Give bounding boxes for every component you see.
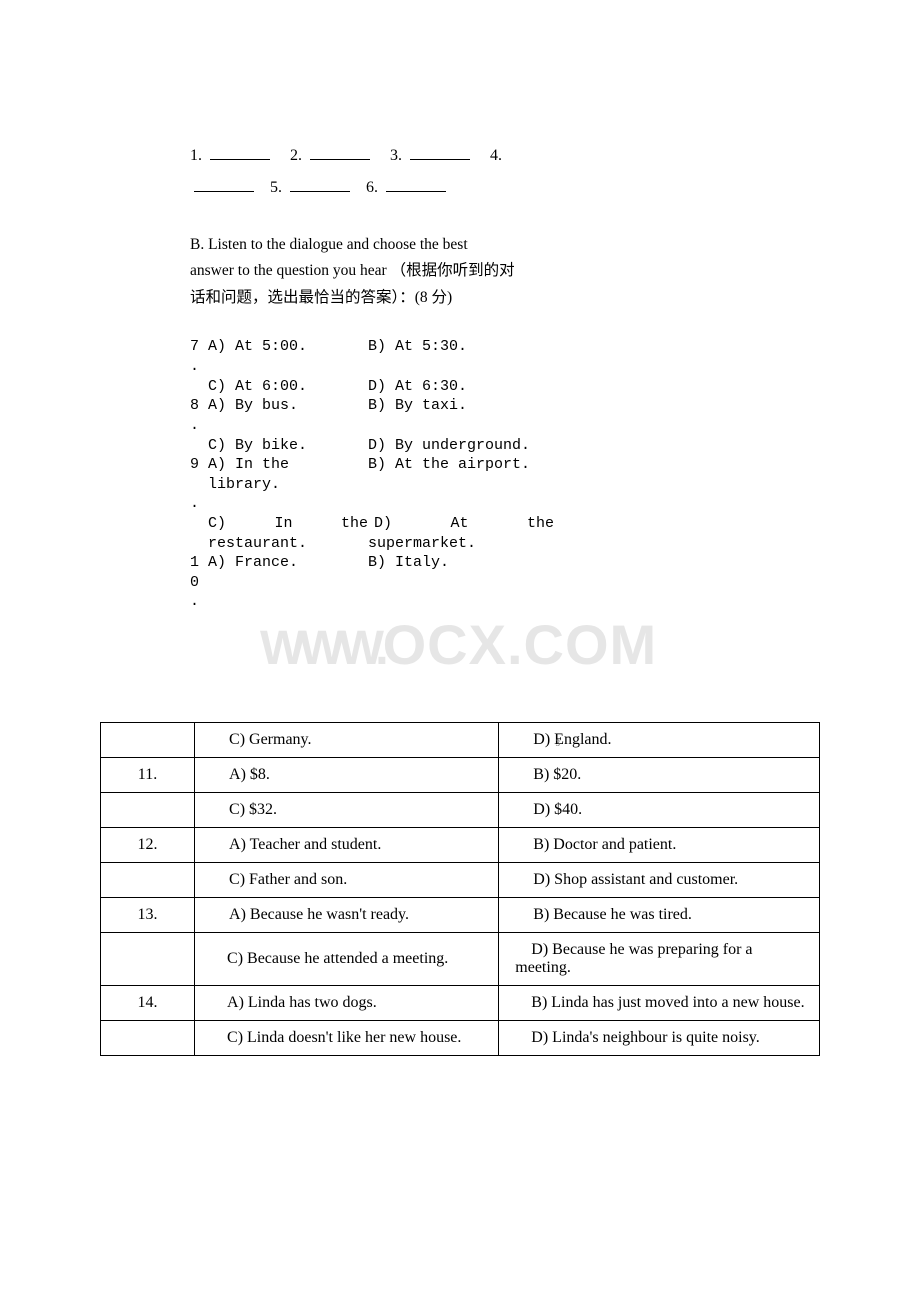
option-b: B) At the airport. — [368, 455, 590, 494]
option-d-part: At — [450, 514, 468, 534]
option-b: B) Italy. — [368, 553, 590, 573]
blank-label: 3. — [390, 147, 402, 164]
row-number — [101, 1021, 195, 1056]
blank-label: 1. — [190, 147, 202, 164]
option-left: C) Father and son. — [195, 863, 499, 898]
blank-label: 4. — [490, 147, 502, 164]
option-left: C) $32. — [195, 793, 499, 828]
option-d-part: the — [527, 514, 554, 534]
option-left: A) $8. — [195, 758, 499, 793]
question-number: 7 — [190, 337, 208, 357]
watermark-text: WWW.OCX.COM — [260, 612, 657, 677]
row-number — [101, 863, 195, 898]
watermark-left: WWW. — [260, 622, 383, 675]
option-right: B) $20. — [499, 758, 820, 793]
table-row: C) $32.D) $40. — [101, 793, 820, 828]
question-row: 7 A) At 5:00. B) At 5:30. — [190, 337, 590, 357]
answer-table: C) Germany.D) England.11.A) $8.B) $20.C)… — [100, 722, 820, 1056]
page-number-small: 3 — [556, 738, 561, 748]
watermark-right: OCX.COM — [383, 613, 658, 676]
blank-line[interactable] — [386, 177, 446, 192]
blank-line[interactable] — [290, 177, 350, 192]
fill-blank-section: 1. 2. 3. 4. 5. 6. — [190, 140, 580, 204]
option-left: C) Germany. — [195, 723, 499, 758]
option-right: B) Linda has just moved into a new house… — [499, 986, 820, 1021]
dot: . — [190, 357, 208, 377]
option-d: D) At 6:30. — [368, 377, 590, 397]
row-number: 11. — [101, 758, 195, 793]
option-right: B) Because he was tired. — [499, 898, 820, 933]
blank-line[interactable] — [410, 145, 470, 160]
table-row: C) Because he attended a meeting. D) Bec… — [101, 933, 820, 986]
table-row: C) Linda doesn't like her new house. D) … — [101, 1021, 820, 1056]
option-a: A) By bus. — [208, 396, 368, 416]
blank-label: 2. — [290, 147, 302, 164]
section-b-line: B. Listen to the dialogue and choose the… — [190, 236, 468, 253]
option-c-part: the — [341, 514, 368, 534]
option-right: D) $40. — [499, 793, 820, 828]
option-c-rest: restaurant. — [208, 534, 368, 554]
question-row: 1 A) France. B) Italy. — [190, 553, 590, 573]
option-a: A) At 5:00. — [208, 337, 368, 357]
option-c-part: In — [274, 514, 292, 534]
question-row: restaurant. supermarket. — [190, 534, 590, 554]
option-left: A) Teacher and student. — [195, 828, 499, 863]
question-number: 9 — [190, 455, 208, 475]
section-b-line: 话和问题，选出最恰当的答案）：(8 分) — [190, 289, 452, 306]
question-row: C) In the D) At the — [190, 514, 590, 534]
option-left: A) Linda has two dogs. — [195, 986, 499, 1021]
table-row: C) Germany.D) England. — [101, 723, 820, 758]
option-right: D) England. — [499, 723, 820, 758]
table-row: 12.A) Teacher and student.B) Doctor and … — [101, 828, 820, 863]
option-left: C) Because he attended a meeting. — [195, 933, 499, 986]
option-left: A) Because he wasn't ready. — [195, 898, 499, 933]
row-number: 14. — [101, 986, 195, 1021]
table-row: 13.A) Because he wasn't ready.B) Because… — [101, 898, 820, 933]
row-number: 13. — [101, 898, 195, 933]
question-number: 0 — [190, 573, 208, 593]
question-row: 0 — [190, 573, 590, 593]
option-right: D) Shop assistant and customer. — [499, 863, 820, 898]
blank-line[interactable] — [194, 177, 254, 192]
option-b: B) At 5:30. — [368, 337, 590, 357]
option-d-part: D) — [374, 514, 392, 534]
question-block: 7 A) At 5:00. B) At 5:30. . C) At 6:00. … — [190, 337, 590, 612]
question-row: C) By bike. D) By underground. — [190, 436, 590, 456]
option-c: C) By bike. — [208, 436, 368, 456]
question-row: C) At 6:00. D) At 6:30. — [190, 377, 590, 397]
section-b-line: answer to the question you hear （根据你听到的对 — [190, 262, 515, 279]
blank-label: 6. — [366, 179, 378, 196]
row-number — [101, 793, 195, 828]
option-d: D) By underground. — [368, 436, 590, 456]
question-number: 1 — [190, 553, 208, 573]
option-right: B) Doctor and patient. — [499, 828, 820, 863]
blank-line[interactable] — [310, 145, 370, 160]
option-c: C) At 6:00. — [208, 377, 368, 397]
option-c-part: C) — [208, 514, 226, 534]
option-right: D) Because he was preparing for a meetin… — [499, 933, 820, 986]
blank-label: 5. — [270, 179, 282, 196]
table-row: C) Father and son.D) Shop assistant and … — [101, 863, 820, 898]
option-a: A) In the library. — [208, 455, 368, 494]
blank-line[interactable] — [210, 145, 270, 160]
dot: . — [190, 416, 208, 436]
row-number: 12. — [101, 828, 195, 863]
table-row: 11.A) $8.B) $20. — [101, 758, 820, 793]
section-b-instruction: B. Listen to the dialogue and choose the… — [190, 232, 550, 311]
row-number — [101, 723, 195, 758]
question-row: 9 A) In the library. B) At the airport. — [190, 455, 590, 494]
option-left: C) Linda doesn't like her new house. — [195, 1021, 499, 1056]
dot: . — [190, 494, 208, 514]
option-right: D) Linda's neighbour is quite noisy. — [499, 1021, 820, 1056]
table-row: 14. A) Linda has two dogs. B) Linda has … — [101, 986, 820, 1021]
option-a: A) France. — [208, 553, 368, 573]
row-number — [101, 933, 195, 986]
dot: . — [190, 592, 208, 612]
question-row: 8 A) By bus. B) By taxi. — [190, 396, 590, 416]
question-number: 8 — [190, 396, 208, 416]
option-d-rest: supermarket. — [368, 534, 590, 554]
option-b: B) By taxi. — [368, 396, 590, 416]
